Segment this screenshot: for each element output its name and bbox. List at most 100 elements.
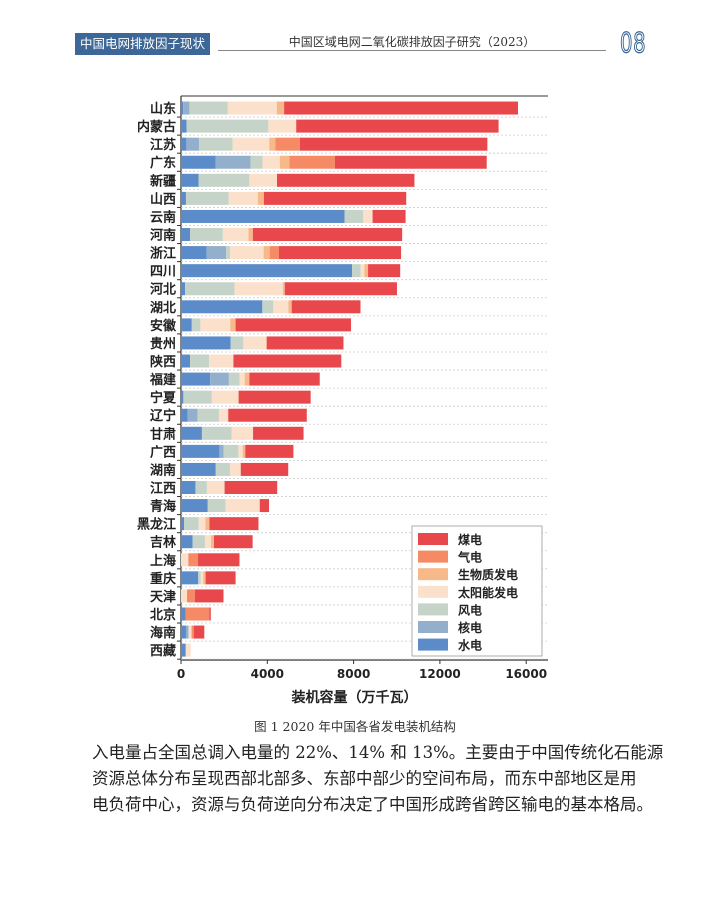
category-label: 甘肃 [150, 426, 176, 442]
bar-segment-生物质发电 [282, 282, 285, 296]
x-tick-label: 12000 [419, 667, 461, 681]
bar-segment-风电 [226, 246, 231, 260]
category-label: 吉林 [150, 535, 176, 551]
legend-swatch [418, 533, 448, 545]
category-label: 福建 [149, 372, 176, 388]
bar-segment-水电 [181, 444, 220, 458]
bar-segment-太阳能发电 [230, 246, 264, 260]
bar-segment-水电 [181, 625, 186, 639]
bar-segment-风电 [215, 462, 231, 476]
bar-segment-太阳能发电 [181, 589, 188, 603]
bar-segment-风电 [189, 101, 228, 115]
bar-segment-水电 [181, 372, 211, 386]
bar-segment-煤电 [205, 571, 236, 585]
bar-segment-气电 [188, 553, 199, 567]
bar-segment-生物质发电 [242, 444, 246, 458]
category-label: 内蒙古 [137, 119, 176, 135]
bar-segment-生物质发电 [269, 137, 276, 151]
x-axis-label: 装机容量（万千瓦） [291, 689, 418, 706]
legend-swatch [418, 585, 448, 598]
bar-segment-水电 [181, 499, 208, 513]
legend-label: 生物质发电 [458, 567, 518, 582]
body-line: 资源总体分布呈现西部北部多、东部中部少的空间布局，而东中部地区是用 [92, 769, 637, 788]
bar-segment-煤电 [214, 535, 253, 549]
category-label: 湖南 [150, 462, 176, 478]
bar-segment-水电 [181, 318, 192, 332]
bar-segment-气电 [185, 607, 210, 621]
bar-segment-太阳能发电 [249, 173, 278, 187]
page-number: 08 [620, 25, 647, 59]
stacked-bar-chart: 山东内蒙古江苏广东新疆山西云南河南浙江四川河北湖北安徽贵州陕西福建宁夏辽宁甘肃广… [137, 95, 548, 706]
category-label: 山东 [150, 101, 176, 117]
category-label: 湖北 [150, 301, 176, 316]
bar-segment-风电 [197, 408, 219, 422]
category-label: 云南 [150, 209, 176, 225]
bar-segment-煤电 [277, 173, 415, 187]
bar-segment-煤电 [224, 481, 278, 495]
bar-segment-生物质发电 [263, 246, 270, 260]
category-label: 广东 [150, 155, 176, 171]
x-tick-label: 8000 [337, 667, 370, 681]
bar-segment-水电 [181, 517, 185, 531]
body-paragraph: 入电量占全国总调入电量的 22%、14% 和 13%。主要由于中国传统化石能源 … [92, 740, 664, 818]
bar-segment-风电 [183, 390, 212, 404]
bar-segment-煤电 [228, 408, 307, 422]
bar-segment-核电 [219, 444, 224, 458]
bar-segment-水电 [181, 607, 186, 621]
bar-segment-煤电 [209, 607, 211, 621]
bar-segment-太阳能发电 [185, 643, 191, 657]
category-label: 江苏 [150, 137, 176, 153]
bar-segment-生物质发电 [279, 155, 290, 169]
bar-segment-风电 [250, 155, 263, 169]
bar-segment-煤电 [245, 444, 294, 458]
category-label: 黑龙江 [137, 517, 176, 533]
bar-segment-太阳能发电 [188, 625, 192, 639]
bar-segment-生物质发电 [257, 191, 264, 205]
bar-segment-煤电 [368, 264, 401, 278]
legend-label: 水电 [458, 638, 482, 653]
body-line: 入电量占全国总调入电量的 22%、14% 和 13%。主要由于中国传统化石能源 [92, 743, 664, 762]
x-tick-label: 16000 [505, 667, 547, 681]
bar-segment-水电 [181, 462, 216, 476]
bar-segment-水电 [181, 481, 196, 495]
legend-label: 煤电 [458, 532, 482, 547]
bar-segment-风电 [190, 228, 223, 242]
section-label: 中国电网排放因子现状 [75, 33, 210, 55]
legend-swatch [418, 550, 448, 563]
bar-segment-太阳能发电 [239, 372, 245, 386]
bar-segment-水电 [181, 390, 184, 404]
bar-segment-煤电 [252, 228, 403, 242]
category-label: 江西 [150, 481, 176, 497]
bar-segment-生物质发电 [364, 264, 369, 278]
bar-segment-风电 [207, 499, 226, 513]
bar-segment-核电 [185, 625, 189, 639]
document-title: 中国区域电网二氧化碳排放因子研究（2023） [288, 35, 536, 49]
bar-segment-煤电 [233, 354, 342, 368]
legend-label: 风电 [458, 602, 482, 617]
bar-segment-气电 [275, 137, 300, 151]
bar-segment-煤电 [198, 553, 240, 567]
bar-segment-风电 [186, 119, 269, 133]
bar-segment-生物质发电 [230, 318, 236, 332]
bar-segment-水电 [181, 354, 191, 368]
bar-segment-风电 [198, 571, 201, 585]
bar-segment-煤电 [209, 517, 259, 531]
legend-swatch [418, 568, 448, 581]
bar-segment-风电 [223, 444, 239, 458]
legend-label: 太阳能发电 [458, 585, 518, 600]
bar-segment-气电 [289, 155, 335, 169]
bar-segment-煤电 [284, 101, 519, 115]
category-label: 天津 [150, 589, 176, 605]
category-label: 安徽 [150, 318, 177, 334]
bar-segment-生物质发电 [244, 372, 250, 386]
bar-segment-煤电 [266, 336, 344, 350]
bar-segment-水电 [181, 282, 186, 296]
bar-segment-水电 [181, 155, 216, 169]
bar-segment-太阳能发电 [181, 553, 189, 567]
bar-segment-生物质发电 [210, 535, 215, 549]
bar-segment-水电 [181, 228, 191, 242]
bar-segment-风电 [195, 481, 207, 495]
header-divider [218, 50, 606, 51]
bar-segment-太阳能发电 [222, 228, 249, 242]
bar-segment-太阳能发电 [363, 209, 373, 223]
